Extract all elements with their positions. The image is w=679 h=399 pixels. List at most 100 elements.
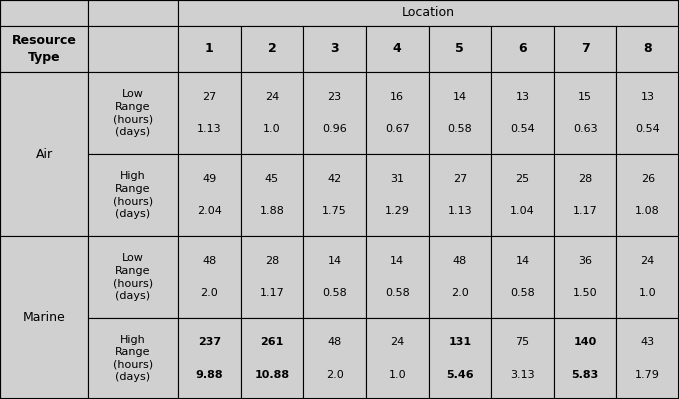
- Text: High
Range
(hours)
(days): High Range (hours) (days): [113, 335, 153, 382]
- Text: 26: 26: [640, 174, 655, 184]
- Text: 1.13: 1.13: [447, 206, 472, 216]
- Bar: [304, 26, 366, 72]
- Text: 10.88: 10.88: [255, 370, 289, 380]
- Text: Low
Range
(hours)
(days): Low Range (hours) (days): [113, 253, 153, 300]
- Text: 15: 15: [578, 92, 592, 102]
- Text: Resource
Type: Resource Type: [12, 34, 77, 63]
- Bar: [178, 26, 240, 72]
- Bar: [554, 236, 617, 318]
- Bar: [428, 26, 491, 72]
- Text: 48: 48: [202, 256, 217, 266]
- Text: 9.88: 9.88: [196, 370, 223, 380]
- Text: 131: 131: [448, 337, 471, 347]
- Text: 24: 24: [390, 337, 404, 347]
- Bar: [617, 72, 679, 154]
- Text: 1.0: 1.0: [388, 370, 406, 380]
- Text: 14: 14: [327, 256, 342, 266]
- Text: 42: 42: [327, 174, 342, 184]
- Text: 1.13: 1.13: [197, 124, 221, 134]
- Text: 27: 27: [453, 174, 467, 184]
- Text: Low
Range
(hours)
(days): Low Range (hours) (days): [113, 89, 153, 136]
- Text: 1.79: 1.79: [636, 370, 660, 380]
- Text: 1.08: 1.08: [636, 206, 660, 216]
- Bar: [88, 0, 178, 26]
- Bar: [304, 72, 366, 154]
- Text: 1.17: 1.17: [259, 288, 285, 298]
- Text: 7: 7: [581, 43, 589, 55]
- Text: 1.88: 1.88: [259, 206, 285, 216]
- Bar: [366, 236, 428, 318]
- Text: 1: 1: [205, 43, 214, 55]
- Text: 49: 49: [202, 174, 217, 184]
- Text: 4: 4: [393, 43, 401, 55]
- Text: 36: 36: [578, 256, 592, 266]
- Bar: [366, 72, 428, 154]
- Text: 0.58: 0.58: [510, 288, 535, 298]
- Bar: [617, 154, 679, 236]
- Text: 1.17: 1.17: [572, 206, 598, 216]
- Text: 5: 5: [456, 43, 464, 55]
- Text: 1.0: 1.0: [639, 288, 657, 298]
- Text: 28: 28: [265, 256, 279, 266]
- Bar: [88, 26, 178, 72]
- Bar: [428, 154, 491, 236]
- Bar: [304, 236, 366, 318]
- Text: 140: 140: [574, 337, 597, 347]
- Text: 0.58: 0.58: [447, 124, 472, 134]
- Text: 0.54: 0.54: [636, 124, 660, 134]
- Bar: [88, 72, 178, 154]
- Text: 1.0: 1.0: [263, 124, 280, 134]
- Text: 0.96: 0.96: [323, 124, 347, 134]
- Bar: [0, 236, 88, 399]
- Text: Air: Air: [35, 148, 52, 160]
- Bar: [0, 0, 88, 26]
- Text: 13: 13: [641, 92, 655, 102]
- Text: 27: 27: [202, 92, 217, 102]
- Text: 75: 75: [515, 337, 530, 347]
- Bar: [178, 318, 240, 399]
- Text: 0.58: 0.58: [323, 288, 347, 298]
- Text: 0.54: 0.54: [510, 124, 535, 134]
- Text: 0.67: 0.67: [385, 124, 409, 134]
- Text: 13: 13: [515, 92, 530, 102]
- Text: High
Range
(hours)
(days): High Range (hours) (days): [113, 172, 153, 219]
- Text: 5.46: 5.46: [446, 370, 474, 380]
- Text: 2.0: 2.0: [451, 288, 469, 298]
- Text: 1.29: 1.29: [385, 206, 409, 216]
- Text: 16: 16: [390, 92, 404, 102]
- Bar: [178, 0, 679, 26]
- Text: 45: 45: [265, 174, 279, 184]
- Text: 14: 14: [515, 256, 530, 266]
- Text: 261: 261: [260, 337, 284, 347]
- Bar: [617, 26, 679, 72]
- Bar: [240, 72, 304, 154]
- Text: 1.75: 1.75: [323, 206, 347, 216]
- Text: 2.0: 2.0: [200, 288, 218, 298]
- Text: 0.63: 0.63: [573, 124, 598, 134]
- Bar: [554, 154, 617, 236]
- Bar: [428, 318, 491, 399]
- Text: Marine: Marine: [22, 311, 65, 324]
- Bar: [428, 236, 491, 318]
- Bar: [491, 236, 554, 318]
- Bar: [366, 318, 428, 399]
- Bar: [491, 318, 554, 399]
- Bar: [240, 318, 304, 399]
- Bar: [304, 318, 366, 399]
- Text: 3: 3: [330, 43, 339, 55]
- Text: 8: 8: [644, 43, 652, 55]
- Text: 14: 14: [453, 92, 467, 102]
- Bar: [178, 72, 240, 154]
- Text: Location: Location: [402, 6, 455, 20]
- Bar: [178, 154, 240, 236]
- Text: 2.0: 2.0: [326, 370, 344, 380]
- Bar: [554, 318, 617, 399]
- Bar: [554, 72, 617, 154]
- Bar: [88, 236, 178, 318]
- Text: 48: 48: [327, 337, 342, 347]
- Bar: [491, 72, 554, 154]
- Text: 2.04: 2.04: [197, 206, 222, 216]
- Bar: [491, 26, 554, 72]
- Text: 6: 6: [518, 43, 527, 55]
- Bar: [178, 236, 240, 318]
